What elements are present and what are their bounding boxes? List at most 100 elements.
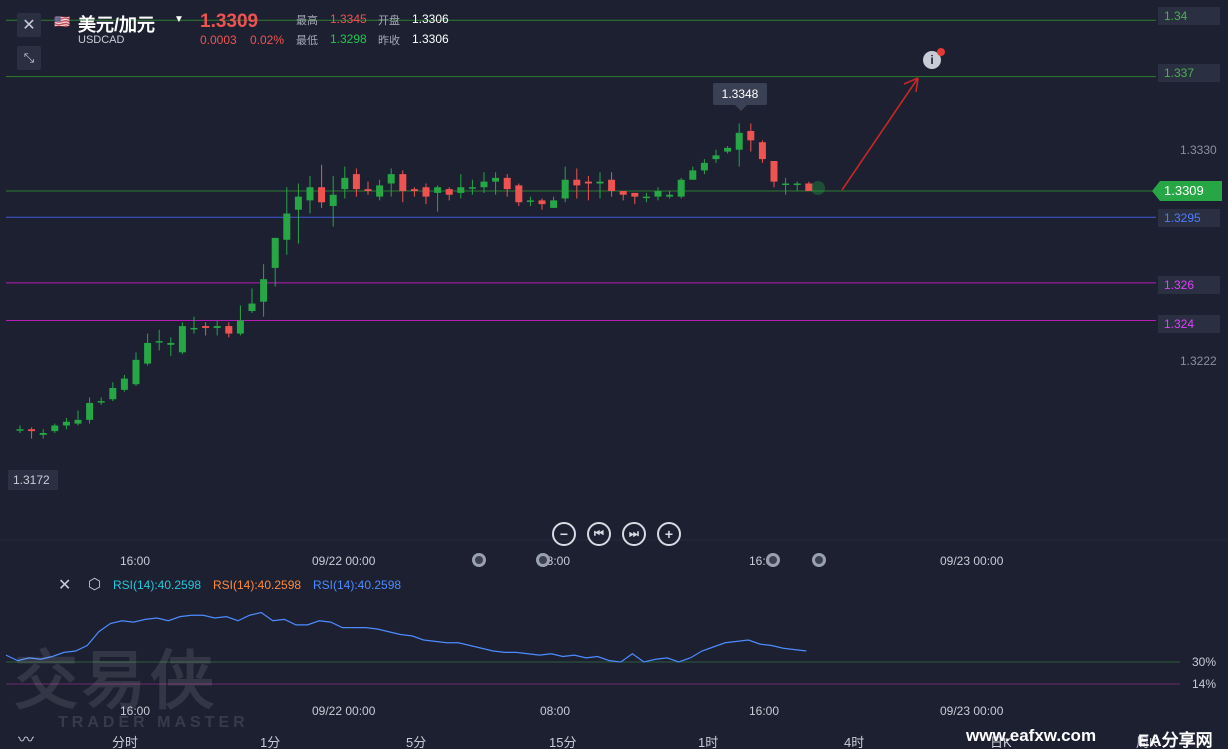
info-icon[interactable]: i — [923, 51, 941, 69]
zoom-in-button[interactable]: + — [657, 522, 681, 546]
candle[interactable] — [758, 142, 766, 160]
timeframe-tab[interactable]: 1分 — [260, 735, 281, 749]
candle[interactable] — [352, 174, 360, 190]
candle[interactable] — [190, 327, 198, 330]
candle[interactable] — [294, 196, 302, 210]
time-marker-icon[interactable] — [536, 553, 550, 567]
timeframe-tab[interactable]: 1时 — [698, 735, 719, 749]
candle[interactable] — [793, 183, 801, 185]
time-marker-icon[interactable] — [812, 553, 826, 567]
candle[interactable] — [132, 359, 140, 385]
candle[interactable] — [596, 181, 604, 184]
timeframe-tab[interactable]: 周K — [1136, 735, 1158, 749]
symbol-name[interactable]: 美元/加元 — [78, 15, 156, 35]
time-marker-icon[interactable] — [472, 553, 486, 567]
timeframe-tab[interactable]: 分时 — [112, 735, 139, 749]
candle[interactable] — [97, 401, 105, 403]
candle[interactable] — [538, 200, 546, 205]
candle[interactable] — [631, 192, 639, 197]
candle[interactable] — [236, 320, 244, 334]
candle[interactable] — [770, 160, 778, 182]
current-price-label: 1.3309 — [1152, 181, 1222, 201]
candle[interactable] — [410, 189, 418, 191]
zoom-out-button[interactable]: − — [552, 522, 576, 546]
candle[interactable] — [747, 130, 755, 141]
candle[interactable] — [399, 174, 407, 191]
close-icon[interactable]: ✕ — [17, 13, 41, 37]
candle[interactable] — [457, 187, 465, 193]
indicator-icon[interactable]: 〰 — [18, 732, 35, 749]
candle[interactable] — [318, 187, 326, 203]
candle[interactable] — [178, 326, 186, 353]
candle[interactable] — [341, 177, 349, 190]
candle[interactable] — [271, 237, 279, 268]
candle[interactable] — [167, 342, 175, 345]
candle[interactable] — [805, 183, 813, 191]
candle[interactable] — [561, 179, 569, 199]
watermark-logo: 交易侠 — [14, 645, 218, 717]
candle[interactable] — [51, 425, 59, 432]
candle[interactable] — [364, 189, 372, 191]
candle[interactable] — [74, 419, 82, 424]
candle[interactable] — [735, 132, 743, 150]
candle[interactable] — [550, 200, 558, 208]
candle[interactable] — [248, 303, 256, 312]
candle[interactable] — [584, 181, 592, 184]
candle[interactable] — [677, 179, 685, 197]
candle[interactable] — [283, 213, 291, 240]
candle[interactable] — [666, 194, 674, 197]
chevron-down-icon[interactable]: ▼ — [174, 14, 184, 25]
timeframe-tab[interactable]: 15分 — [549, 735, 577, 749]
candle[interactable] — [503, 177, 511, 190]
open-label: 开盘 — [378, 15, 400, 27]
step-forward-button[interactable]: ⏭ — [622, 522, 646, 546]
timeframe-tab[interactable]: 日K — [990, 735, 1012, 749]
candle[interactable] — [28, 429, 36, 432]
candle[interactable] — [468, 187, 476, 189]
collapse-icon[interactable]: ⤡ — [17, 46, 41, 70]
time-marker-icon[interactable] — [766, 553, 780, 567]
candle[interactable] — [515, 185, 523, 203]
candle[interactable] — [445, 189, 453, 195]
candle[interactable] — [155, 341, 163, 343]
candle[interactable] — [642, 196, 650, 199]
candle[interactable] — [654, 191, 662, 197]
candle[interactable] — [16, 429, 24, 431]
candle[interactable] — [260, 279, 268, 302]
candle[interactable] — [480, 181, 488, 188]
candle[interactable] — [387, 174, 395, 184]
candle[interactable] — [329, 194, 337, 207]
candle[interactable] — [608, 179, 616, 191]
candle[interactable] — [573, 179, 581, 186]
timeframe-tab[interactable]: 4时 — [844, 735, 865, 749]
candle[interactable] — [689, 170, 697, 180]
candle[interactable] — [62, 421, 70, 426]
settings-icon[interactable]: ⬡ — [88, 576, 102, 593]
prev-close-value: 1.3306 — [412, 32, 449, 46]
candle[interactable] — [213, 326, 221, 328]
candle[interactable] — [619, 191, 627, 195]
candle[interactable] — [782, 183, 790, 185]
candle[interactable] — [724, 147, 732, 152]
candle[interactable] — [492, 177, 500, 182]
timeframe-tab[interactable]: 5分 — [406, 735, 427, 749]
candle[interactable] — [39, 432, 47, 435]
step-back-button[interactable]: ⏮ — [587, 522, 611, 546]
rsi-legend-2: RSI(14):40.2598 — [213, 578, 302, 592]
candle[interactable] — [109, 387, 117, 400]
level-label-1-326: 1.326 — [1158, 276, 1220, 294]
candle[interactable] — [712, 155, 720, 160]
candle[interactable] — [376, 185, 384, 197]
close-indicator-icon[interactable]: ✕ — [58, 577, 72, 594]
candle[interactable] — [306, 187, 314, 201]
candle[interactable] — [434, 187, 442, 193]
candle[interactable] — [225, 326, 233, 334]
candle[interactable] — [120, 378, 128, 390]
candle[interactable] — [202, 326, 210, 328]
candle[interactable] — [526, 200, 534, 202]
candle[interactable] — [422, 187, 430, 197]
candle[interactable] — [700, 162, 708, 171]
candle[interactable] — [86, 402, 94, 420]
candle[interactable] — [144, 342, 152, 364]
